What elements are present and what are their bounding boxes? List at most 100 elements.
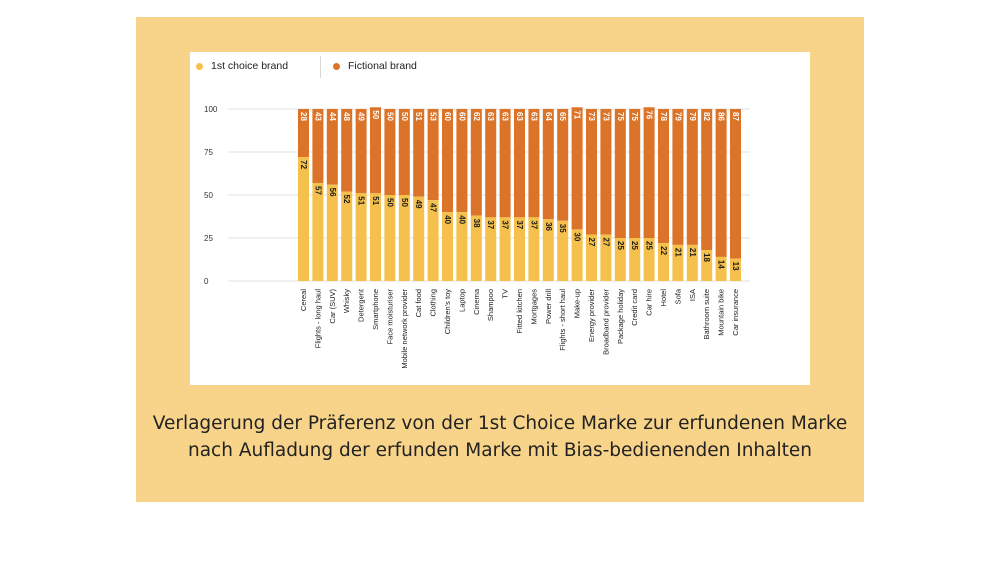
y-tick-label: 0 <box>204 277 209 286</box>
bar-fictional <box>557 109 569 221</box>
value-label-1st-choice: 14 <box>717 260 726 269</box>
x-category-label: Bathroom suite <box>702 289 711 339</box>
value-label-1st-choice: 37 <box>529 220 538 229</box>
value-label-1st-choice: 50 <box>385 198 394 207</box>
bar-fictional <box>528 109 540 218</box>
value-label-fictional: 79 <box>688 112 697 121</box>
x-category-label: Make-up <box>573 289 582 318</box>
value-label-fictional: 28 <box>299 112 308 121</box>
value-label-1st-choice: 50 <box>400 198 409 207</box>
value-label-fictional: 87 <box>731 112 740 121</box>
x-category-label: Face moisturiser <box>385 289 394 345</box>
value-label-1st-choice: 37 <box>486 220 495 229</box>
bar-fictional <box>370 107 381 194</box>
x-category-label: TV <box>501 289 510 299</box>
value-label-1st-choice: 21 <box>673 248 682 257</box>
bar-fictional <box>499 109 511 218</box>
value-label-fictional: 86 <box>717 112 726 121</box>
legend-item-1st-choice: 1st choice brand <box>196 58 288 74</box>
value-label-1st-choice: 49 <box>414 200 423 209</box>
x-category-label: Children's toy <box>443 289 452 334</box>
y-tick-label: 100 <box>204 105 218 114</box>
bar-fictional <box>470 109 482 216</box>
slide-caption: Verlagerung der Präferenz von der 1st Ch… <box>136 410 864 464</box>
value-label-fictional: 60 <box>443 112 452 121</box>
value-label-fictional: 71 <box>573 110 582 119</box>
bar-fictional <box>571 107 583 230</box>
x-category-label: Detergent <box>357 288 366 322</box>
value-label-1st-choice: 36 <box>544 222 553 231</box>
bar-1st-choice <box>542 219 554 281</box>
x-category-label: Car hire <box>645 289 654 316</box>
value-label-fictional: 63 <box>486 112 495 121</box>
value-label-fictional: 60 <box>457 112 466 121</box>
value-label-fictional: 78 <box>659 112 668 121</box>
bar-1st-choice <box>312 182 324 281</box>
value-label-fictional: 44 <box>328 112 337 121</box>
legend-dot-fictional <box>333 62 340 70</box>
x-category-label: Flights - short haul <box>558 289 567 351</box>
bar-fictional <box>701 109 713 251</box>
value-label-fictional: 49 <box>357 112 366 121</box>
value-label-fictional: 76 <box>645 110 654 119</box>
x-category-label: Clothing <box>429 289 438 317</box>
y-tick-label: 75 <box>204 148 213 157</box>
x-category-label: Whisky <box>342 289 351 313</box>
x-category-label: Sofa <box>673 288 682 304</box>
x-category-label: Car (SUV) <box>328 289 337 324</box>
x-category-label: Credit card <box>630 289 639 326</box>
bar-fictional <box>398 109 410 195</box>
value-label-1st-choice: 37 <box>515 220 524 229</box>
x-category-label: Smartphone <box>371 289 380 330</box>
value-label-fictional: 62 <box>472 112 481 121</box>
bar-1st-choice <box>586 234 597 281</box>
bar-1st-choice <box>355 193 367 281</box>
bar-fictional <box>614 109 626 238</box>
bar-1st-choice <box>499 217 511 281</box>
value-label-fictional: 53 <box>429 112 438 121</box>
bar-1st-choice <box>557 220 569 281</box>
bar-fictional <box>542 109 554 220</box>
value-label-1st-choice: 25 <box>645 241 654 250</box>
value-label-1st-choice: 25 <box>630 241 639 250</box>
bar-1st-choice <box>686 244 698 281</box>
bar-fictional <box>672 109 684 245</box>
bar-1st-choice <box>672 244 684 281</box>
bar-1st-choice <box>730 258 741 281</box>
bar-fictional <box>298 109 309 158</box>
bar-fictional <box>312 109 324 183</box>
value-label-1st-choice: 37 <box>501 220 510 229</box>
value-label-1st-choice: 52 <box>342 195 351 204</box>
value-label-1st-choice: 57 <box>313 186 322 195</box>
value-label-1st-choice: 27 <box>587 238 596 247</box>
x-category-label: Hotel <box>659 289 668 307</box>
x-category-label: Mortgages <box>529 289 538 325</box>
bar-1st-choice <box>442 212 453 281</box>
bar-fictional <box>442 109 453 213</box>
legend-label-1st-choice: 1st choice brand <box>211 60 289 72</box>
bar-1st-choice <box>701 250 713 281</box>
x-category-label: Cinema <box>472 288 481 315</box>
bar-fictional <box>600 109 612 235</box>
y-tick-label: 50 <box>204 191 213 200</box>
bar-fictional <box>355 109 367 194</box>
value-label-fictional: 63 <box>501 112 510 121</box>
bar-fictional <box>629 109 641 238</box>
legend-item-fictional: Fictional brand <box>333 58 417 74</box>
value-label-fictional: 63 <box>515 112 524 121</box>
x-category-label: Power drill <box>544 289 553 324</box>
value-label-1st-choice: 47 <box>429 203 438 212</box>
value-label-fictional: 50 <box>385 112 394 121</box>
bar-fictional <box>427 109 439 201</box>
value-label-fictional: 79 <box>673 112 682 121</box>
value-label-fictional: 75 <box>630 112 639 121</box>
bar-1st-choice <box>571 229 583 281</box>
value-label-fictional: 75 <box>616 112 625 121</box>
legend-label-fictional: Fictional brand <box>348 60 417 72</box>
bar-1st-choice <box>370 193 381 281</box>
x-category-label: Package holiday <box>616 289 625 344</box>
x-category-label: Cat food <box>414 289 423 317</box>
x-category-label: Energy provider <box>587 289 596 342</box>
bar-1st-choice <box>629 238 641 281</box>
bar-1st-choice <box>470 215 482 281</box>
